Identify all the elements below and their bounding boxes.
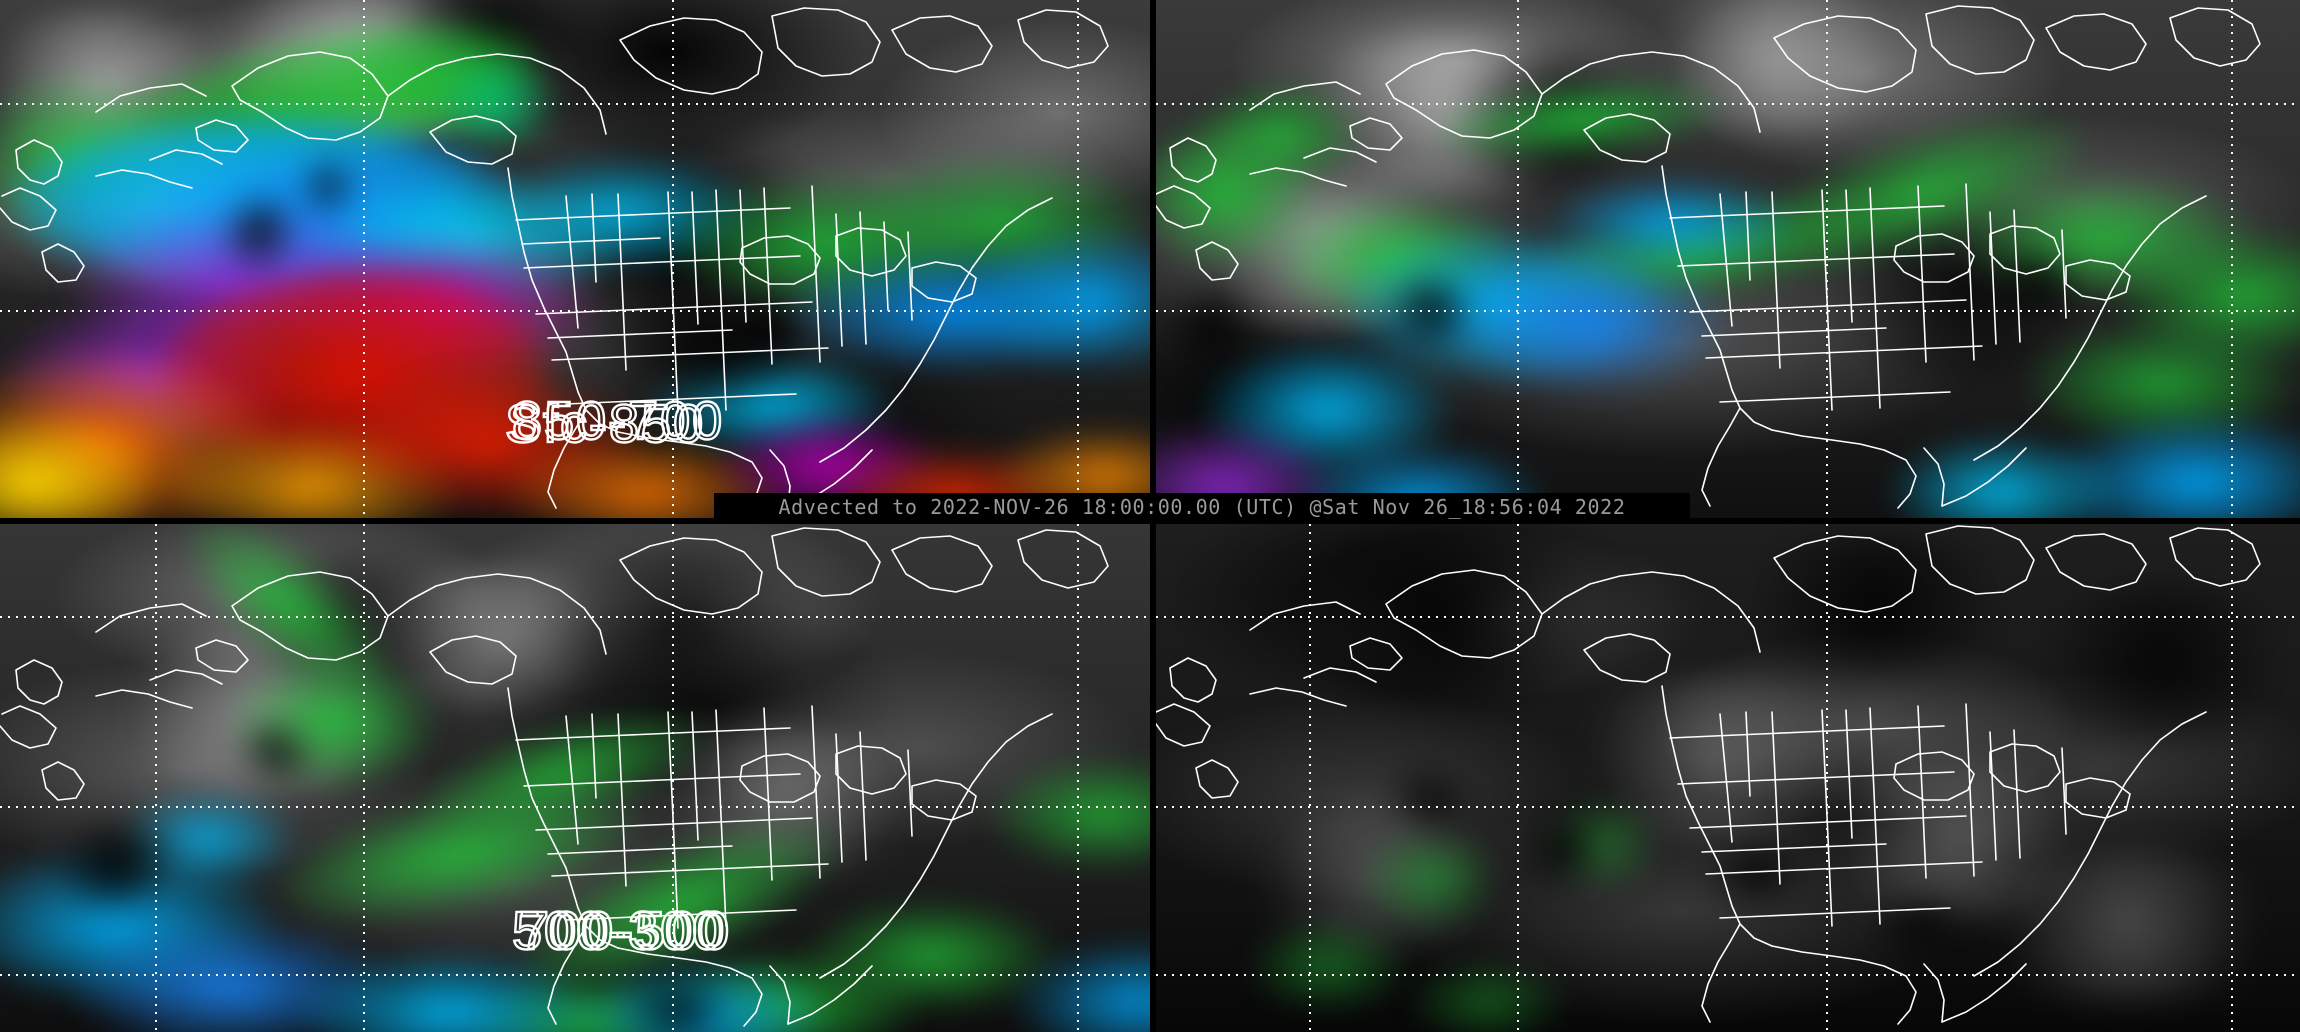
moisture-green-trace bbox=[1361, 828, 1500, 931]
panel-500-300[interactable] bbox=[1156, 524, 2300, 1032]
timestamp-text: Advected to 2022-NOV-26 18:00:00.00 (UTC… bbox=[778, 495, 1626, 519]
moisture-green-band bbox=[1201, 82, 1362, 187]
timestamp-bar: Advected to 2022-NOV-26 18:00:00.00 (UTC… bbox=[714, 493, 1690, 521]
cloud-swirl bbox=[1956, 849, 2300, 1002]
panel-sfc-850[interactable] bbox=[0, 0, 1150, 518]
panel-label-850-700: 850-700 bbox=[511, 390, 725, 452]
dry-slot bbox=[506, 544, 851, 707]
moisture-green-swirl bbox=[414, 62, 575, 146]
panel-700-500[interactable] bbox=[0, 524, 1150, 1032]
moisture-cyan-core bbox=[1544, 176, 1797, 270]
panel-label-500-300: 500-300 bbox=[511, 900, 725, 962]
dry-slot bbox=[1247, 534, 1637, 707]
moisture-green-trace bbox=[1407, 960, 1568, 1032]
extreme-core bbox=[1865, 889, 1980, 961]
moisture-blue-core bbox=[1453, 248, 1728, 394]
panel-850-700[interactable] bbox=[1156, 0, 2300, 518]
extreme-core bbox=[1705, 838, 1809, 911]
panel-divider-horizontal bbox=[0, 518, 2300, 524]
moisture-green-trace bbox=[1247, 920, 1408, 1012]
dry-slot bbox=[1705, 534, 2049, 677]
